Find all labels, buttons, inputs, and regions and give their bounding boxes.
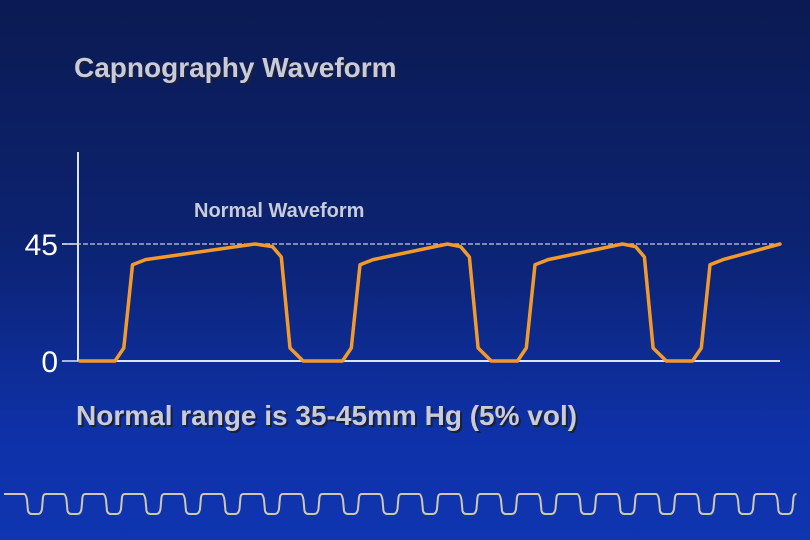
y-tick-label: 0 xyxy=(41,346,58,379)
chart-axes xyxy=(77,152,780,362)
y-tick-label: 45 xyxy=(25,229,58,262)
normal-range-caption: Normal range is 35-45mm Hg (5% vol) xyxy=(76,400,578,431)
waveform-series xyxy=(78,242,782,363)
mini-waveform-line xyxy=(4,493,797,515)
waveform-line xyxy=(78,242,782,363)
slide-title: Capnography Waveform xyxy=(74,52,397,83)
decorative-mini-waveform xyxy=(4,493,797,515)
y-tick-labels: 0 45 xyxy=(25,229,78,379)
normal-waveform-annotation: Normal Waveform xyxy=(194,200,364,222)
